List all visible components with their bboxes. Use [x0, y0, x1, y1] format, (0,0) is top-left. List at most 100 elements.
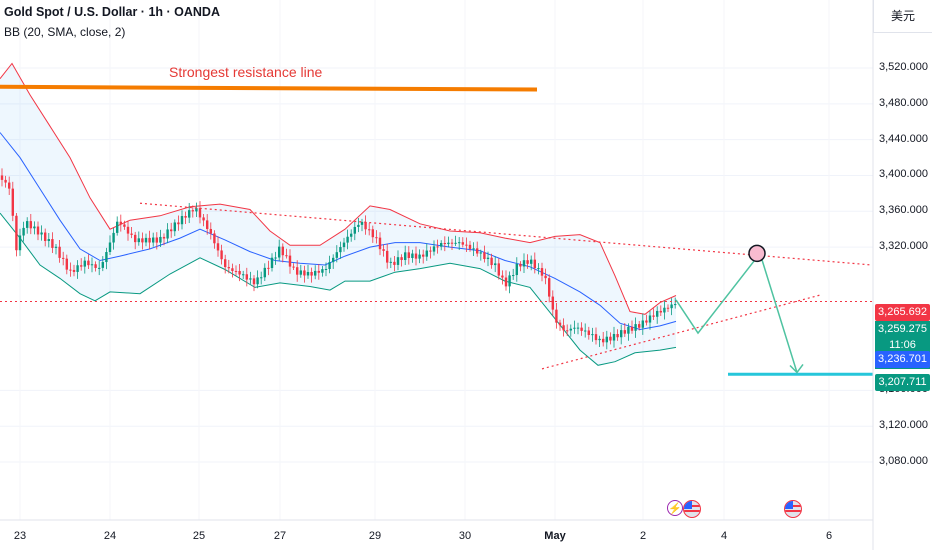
candle	[472, 242, 475, 257]
candle	[65, 254, 68, 275]
candle	[191, 205, 194, 218]
candle	[346, 229, 349, 250]
candle	[645, 314, 648, 326]
candle	[479, 249, 482, 261]
candle	[371, 225, 374, 243]
candle	[436, 239, 439, 254]
candle	[551, 290, 554, 316]
candle	[468, 240, 472, 252]
candle	[112, 227, 115, 250]
candle	[170, 222, 173, 238]
candle	[576, 322, 580, 335]
projection-path[interactable]	[675, 251, 798, 373]
candle	[497, 258, 500, 280]
candle	[587, 326, 590, 340]
candle	[263, 263, 266, 282]
candle	[328, 255, 331, 274]
candle	[357, 217, 360, 233]
basis-tag: 3,236.701	[875, 351, 930, 368]
us-flag-event-icon[interactable]	[784, 500, 802, 518]
candle	[656, 306, 659, 324]
candle	[515, 257, 518, 282]
candle	[396, 250, 400, 271]
candle	[612, 326, 616, 348]
bollinger-band-fill	[0, 63, 676, 366]
ascending-trendline[interactable]	[541, 293, 823, 370]
candle	[213, 230, 216, 249]
candle	[350, 229, 353, 242]
us-flag-event-icon[interactable]	[683, 500, 701, 518]
candlesticks	[0, 168, 677, 350]
candle	[249, 271, 252, 284]
candle	[634, 317, 637, 338]
candle	[598, 335, 601, 347]
time-tick-label: 24	[103, 530, 117, 542]
candle	[188, 202, 191, 224]
candle	[580, 322, 583, 336]
candle	[393, 255, 396, 272]
candle	[476, 241, 479, 257]
candle	[116, 216, 119, 236]
candle	[144, 233, 148, 247]
candle	[69, 262, 72, 277]
candle	[288, 249, 292, 274]
candle	[368, 222, 371, 236]
candle	[285, 248, 288, 259]
candle	[94, 261, 97, 272]
time-tick-label: 2	[639, 530, 647, 542]
symbol-title[interactable]: Gold Spot / U.S. Dollar · 1h · OANDA	[4, 5, 220, 19]
price-tick-label: 3,320.000	[879, 240, 928, 253]
candle	[105, 247, 108, 270]
resistance-label[interactable]: Strongest resistance line	[169, 64, 323, 80]
candle	[76, 260, 79, 279]
upper-band-tag: 3,265.692	[875, 304, 930, 321]
time-tick-label: 29	[368, 530, 382, 542]
candle	[314, 265, 317, 280]
bollinger-lower-band	[0, 212, 677, 366]
candle	[11, 181, 14, 222]
time-tick-label: 6	[825, 530, 833, 542]
candle	[353, 221, 356, 241]
candle	[555, 302, 558, 329]
candle	[602, 331, 605, 347]
candle	[414, 246, 418, 266]
candle	[80, 258, 83, 271]
candle	[29, 213, 32, 235]
candle	[234, 265, 238, 276]
indicator-legend[interactable]: BB (20, SMA, close, 2)	[4, 25, 126, 39]
candle	[44, 228, 47, 247]
price-tick-label: 3,400.000	[879, 168, 928, 181]
candle	[652, 308, 655, 320]
candle	[166, 223, 169, 244]
time-tick-label: May	[544, 530, 566, 542]
candle	[40, 225, 43, 241]
candle	[8, 176, 11, 195]
candle	[252, 275, 256, 292]
candle	[533, 252, 536, 274]
candle	[486, 251, 490, 267]
resistance-line[interactable]	[0, 84, 538, 92]
price-tick-label: 3,520.000	[879, 61, 928, 73]
candle	[512, 268, 515, 280]
candle	[638, 320, 641, 331]
currency-button[interactable]: 美元	[873, 0, 932, 33]
candle	[195, 202, 198, 218]
target-circle[interactable]	[748, 244, 766, 263]
candle	[364, 215, 367, 235]
price-tick-label: 3,480.000	[879, 96, 928, 109]
candle	[400, 254, 403, 267]
candle	[126, 220, 130, 241]
candle	[155, 232, 158, 250]
candle	[281, 243, 284, 263]
candle	[83, 256, 86, 274]
candle	[335, 245, 338, 263]
candle	[630, 320, 634, 334]
candle	[119, 214, 122, 232]
candle	[454, 235, 457, 246]
candle	[620, 324, 623, 345]
candle	[674, 297, 677, 309]
lightning-event-icon[interactable]: ⚡	[667, 500, 683, 516]
candle	[299, 264, 302, 278]
candle	[303, 265, 306, 283]
